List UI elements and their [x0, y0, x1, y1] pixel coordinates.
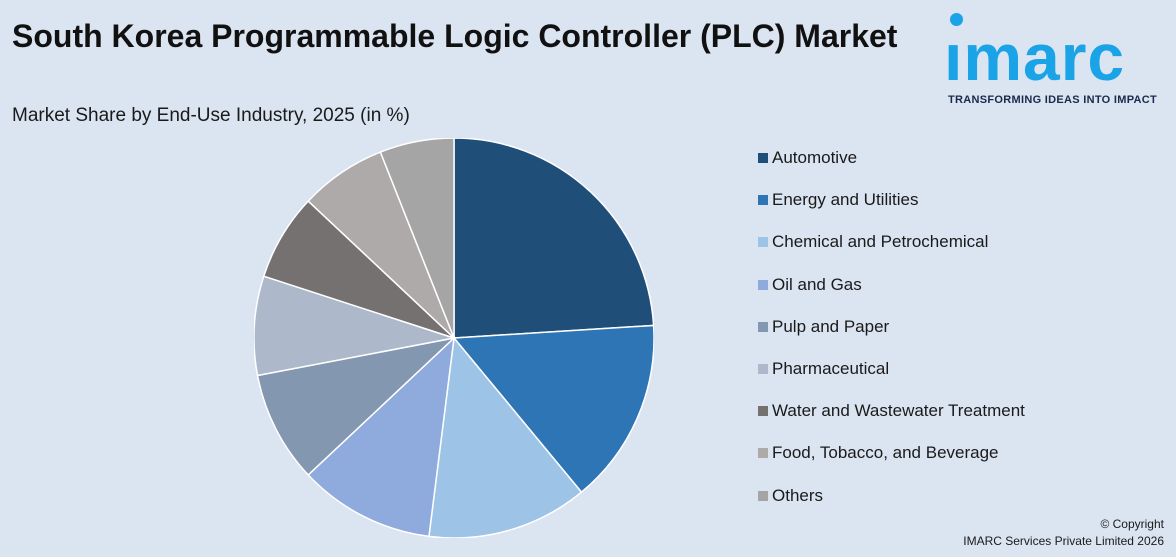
chart-title: South Korea Programmable Logic Controlle…: [12, 18, 898, 54]
legend-item: Oil and Gas: [758, 275, 1025, 317]
legend-label: Others: [772, 485, 824, 505]
legend-label: Pulp and Paper: [772, 316, 890, 336]
legend-item: Pulp and Paper: [758, 317, 1025, 359]
legend-label: Chemical and Petrochemical: [772, 232, 989, 252]
legend-item: Pharmaceutical: [758, 359, 1025, 401]
pie-slice-automotive: [453, 138, 654, 339]
pie-slice-chemical-and-petrochemical: [428, 336, 583, 538]
legend-swatch: [758, 237, 768, 248]
pie-chart: [254, 138, 654, 538]
legend-swatch: [758, 406, 768, 417]
legend-label: Oil and Gas: [772, 274, 862, 294]
logo-tagline: TRANSFORMING IDEAS INTO IMPACT: [948, 94, 1158, 106]
legend-swatch: [758, 321, 768, 332]
legend-label: Energy and Utilities: [772, 190, 919, 210]
copyright-notice: © Copyright IMARC Services Private Limit…: [963, 516, 1164, 550]
legend-item: Water and Wastewater Treatment: [758, 401, 1025, 443]
legend-label: Pharmaceutical: [772, 358, 890, 378]
legend-swatch: [758, 363, 768, 374]
pie-slice-others: [379, 138, 455, 339]
legend-label: Automotive: [772, 148, 858, 167]
logo-dot-icon: [950, 13, 963, 26]
legend-item: Automotive: [758, 148, 1025, 190]
legend-label: Water and Wastewater Treatment: [772, 401, 1025, 421]
legend-swatch: [758, 490, 768, 501]
copyright-line-1: © Copyright: [1100, 517, 1164, 531]
imarc-logo: ımarc TRANSFORMING IDEAS INTO IMPACT: [944, 10, 1170, 110]
logo-wordmark: ımarc: [944, 20, 1126, 94]
legend-label: Food, Tobacco, and Beverage: [772, 443, 999, 463]
legend-item: Food, Tobacco, and Beverage: [758, 443, 1025, 485]
chart-subtitle: Market Share by End-Use Industry, 2025 (…: [12, 105, 410, 126]
pie-slice-pharmaceutical: [254, 275, 455, 377]
legend-swatch: [758, 195, 768, 206]
pie-slice-oil-and-gas: [307, 336, 456, 538]
pie-slice-energy-and-utilities: [452, 324, 654, 494]
legend-item: Others: [758, 486, 1025, 528]
legend-swatch: [758, 279, 768, 290]
legend-swatch: [758, 448, 768, 459]
legend-item: Energy and Utilities: [758, 190, 1025, 232]
legend-swatch: [758, 153, 768, 163]
chart-legend: Automotive Energy and Utilities Chemical a…: [758, 148, 1025, 528]
legend-item: Chemical and Petrochemical: [758, 232, 1025, 274]
pie-slice-pulp-and-paper: [256, 336, 457, 476]
copyright-line-2: IMARC Services Private Limited 2026: [963, 534, 1164, 548]
